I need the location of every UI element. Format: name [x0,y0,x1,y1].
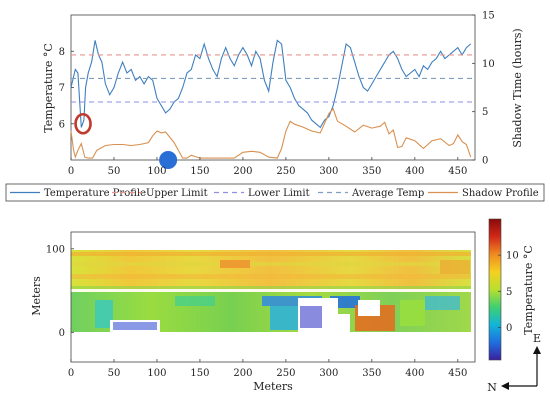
y2-tick-label: 0 [482,156,488,167]
colorbar-label: Temperature °C [522,245,535,334]
heat-road-edge [71,289,471,292]
heat-x-tick-label: 0 [68,368,74,379]
heat-cold-patch [270,306,300,330]
heat-x-tick-label: 100 [147,368,166,379]
y-tick-label: 8 [59,47,65,58]
annotation-dot [159,151,178,169]
heat-upper-band [71,250,471,292]
heat-void [358,300,380,316]
heat-upper-stripe [71,286,471,290]
heat-x-tick-label: 300 [319,368,338,379]
heat-cold-patch [262,296,322,306]
x-tick-label: 400 [405,166,424,177]
y-tick-label: 7 [59,83,65,94]
heat-cool-patch [175,296,215,306]
compass-north-arrowhead [501,382,509,390]
top-y2-ticks: 0 5 10 15 [472,11,495,167]
top-ylabel: Temperature °C [42,43,55,132]
heat-plot-frame [70,231,476,363]
x-tick-label: 350 [362,166,381,177]
top-plot-frame [70,14,476,161]
top-annotations [74,112,178,169]
annotation-ring [74,112,92,135]
heat-x-tick-label: 200 [233,368,252,379]
heatmap-image [71,250,471,332]
legend-label-temperature-profile: Temperature Profile [44,188,146,199]
x-tick-label: 100 [147,166,166,177]
x-tick-label: 450 [448,166,467,177]
top-y-ticks: 6 7 8 [59,47,74,130]
colorbar-scale [488,218,502,361]
x-tick-label: 50 [108,166,121,177]
heat-upper-stripe [71,252,471,256]
colorbar-tick-label: 10 [506,251,519,262]
temperature-shadow-chart: 0 50 100 150 200 250 300 350 400 450 6 7 8 0 5 10 15 T… [42,11,524,178]
heat-y-tick-label: 0 [59,328,65,339]
heat-cool-patch [425,296,460,310]
compass-east-label: E [533,332,541,345]
heat-xlabel: Meters [253,380,293,393]
x-tick-label: 150 [190,166,209,177]
heat-x-tick-label: 50 [108,368,121,379]
heat-x-tick-label: 450 [448,368,467,379]
series-line-shadow-profile [70,107,472,159]
heat-hot-patch [220,260,250,268]
heat-upper-stripe [71,262,471,266]
colorbar-tick-label: 5 [506,287,512,298]
heat-y-ticks: 0 100 [46,244,74,339]
colorbar-tick-label: 0 [506,323,512,334]
compass-indicator: E N [487,332,541,394]
x-tick-label: 250 [276,166,295,177]
legend: Temperature Profile Upper Limit Lower Limi… [5,183,545,202]
heat-void [330,314,350,332]
x-tick-label: 300 [319,166,338,177]
x-tick-label: 0 [68,166,74,177]
top-series-group [70,39,475,159]
colorbar-ticks: 0 5 10 [498,251,519,334]
heat-cold-patch [300,306,322,328]
heat-x-tick-label: 250 [276,368,295,379]
legend-frame [5,183,545,202]
heat-x-tick-label: 400 [405,368,424,379]
y2-tick-label: 15 [482,11,495,22]
x-tick-label: 200 [233,166,252,177]
heat-warm-patch [400,300,425,326]
legend-label-lower-limit: Lower Limit [248,188,310,199]
heat-cold-patch [113,322,157,330]
series-line-temperature-profile [70,39,472,129]
top-x-ticks: 0 50 100 150 200 250 300 350 400 450 [68,157,467,177]
heat-upper-stripe [71,274,471,279]
heat-x-tick-label: 150 [190,368,209,379]
legend-label-shadow-profile: Shadow Profile [462,188,539,199]
top-y2label: Shadow Time (hours) [511,28,524,147]
compass-north-label: N [487,381,497,394]
heat-x-tick-label: 350 [362,368,381,379]
legend-label-upper-limit: Upper Limit [146,188,208,199]
heat-y-tick-label: 100 [46,244,65,255]
colorbar: 0 5 10 Temperature °C [488,218,535,361]
heat-x-ticks: 0 50 100 150 200 250 300 350 400 450 [68,359,467,379]
legend-label-average-temp: Average Temp [351,188,424,199]
heat-ylabel: Meters [30,276,43,316]
compass-east-arrowhead [533,346,541,354]
heat-cool-patch [95,300,113,328]
heat-hot-patch [440,260,470,274]
y2-tick-label: 10 [482,59,495,70]
y2-tick-label: 5 [482,107,488,118]
y-tick-label: 6 [59,119,65,130]
